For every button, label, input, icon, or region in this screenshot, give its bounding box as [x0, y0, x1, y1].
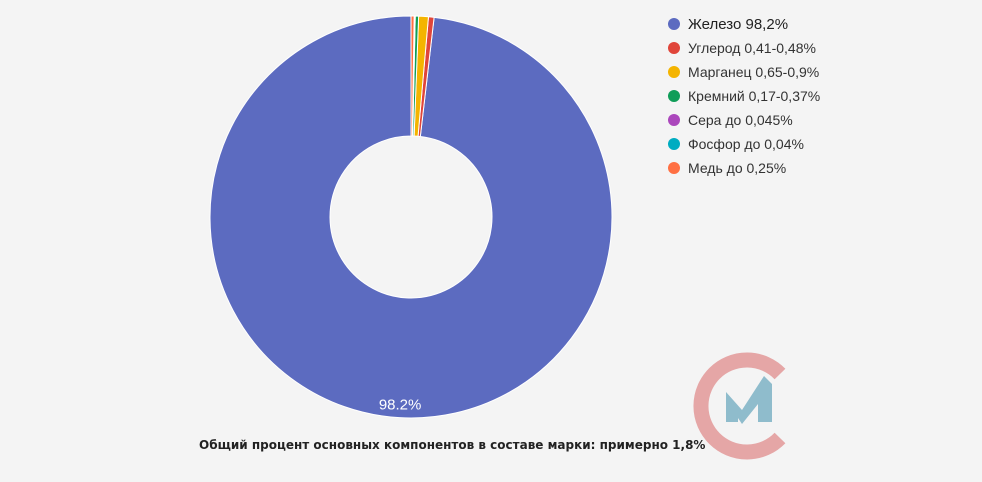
legend-label: Кремний 0,17-0,37%: [688, 88, 821, 104]
legend-item[interactable]: Кремний 0,17-0,37%: [668, 84, 820, 108]
legend-item[interactable]: Углерод 0,41-0,48%: [668, 36, 820, 60]
legend-label: Медь до 0,25%: [688, 160, 787, 176]
pie-slice: [209, 15, 613, 419]
legend-item[interactable]: Сера до 0,045%: [668, 108, 820, 132]
legend-label: Железо 98,2%: [688, 15, 789, 33]
legend-swatch: [668, 138, 680, 150]
legend-swatch: [668, 114, 680, 126]
chart-footnote: Общий процент основных компонентов в сос…: [199, 438, 706, 452]
legend-label: Углерод 0,41-0,48%: [688, 40, 816, 56]
pie-slice: [410, 15, 415, 137]
legend-item[interactable]: Фосфор до 0,04%: [668, 132, 820, 156]
legend-swatch: [668, 90, 680, 102]
logo-ring: [693, 352, 786, 460]
legend-item[interactable]: Железо 98,2%: [668, 12, 820, 36]
legend-item[interactable]: Медь до 0,25%: [668, 156, 820, 180]
legend-label: Сера до 0,045%: [688, 112, 793, 128]
logo-cm-icon: [693, 352, 786, 460]
legend-swatch: [668, 66, 680, 78]
legend-swatch: [668, 18, 680, 30]
slice-data-label: 98.2%: [379, 397, 422, 414]
legend-swatch: [668, 162, 680, 174]
logo-mark: [726, 376, 772, 424]
legend-label: Марганец 0,65-0,9%: [688, 64, 820, 80]
legend-swatch: [668, 42, 680, 54]
legend-label: Фосфор до 0,04%: [688, 136, 804, 152]
legend: Железо 98,2% Углерод 0,41-0,48% Марганец 0…: [668, 12, 820, 180]
legend-item[interactable]: Марганец 0,65-0,9%: [668, 60, 820, 84]
